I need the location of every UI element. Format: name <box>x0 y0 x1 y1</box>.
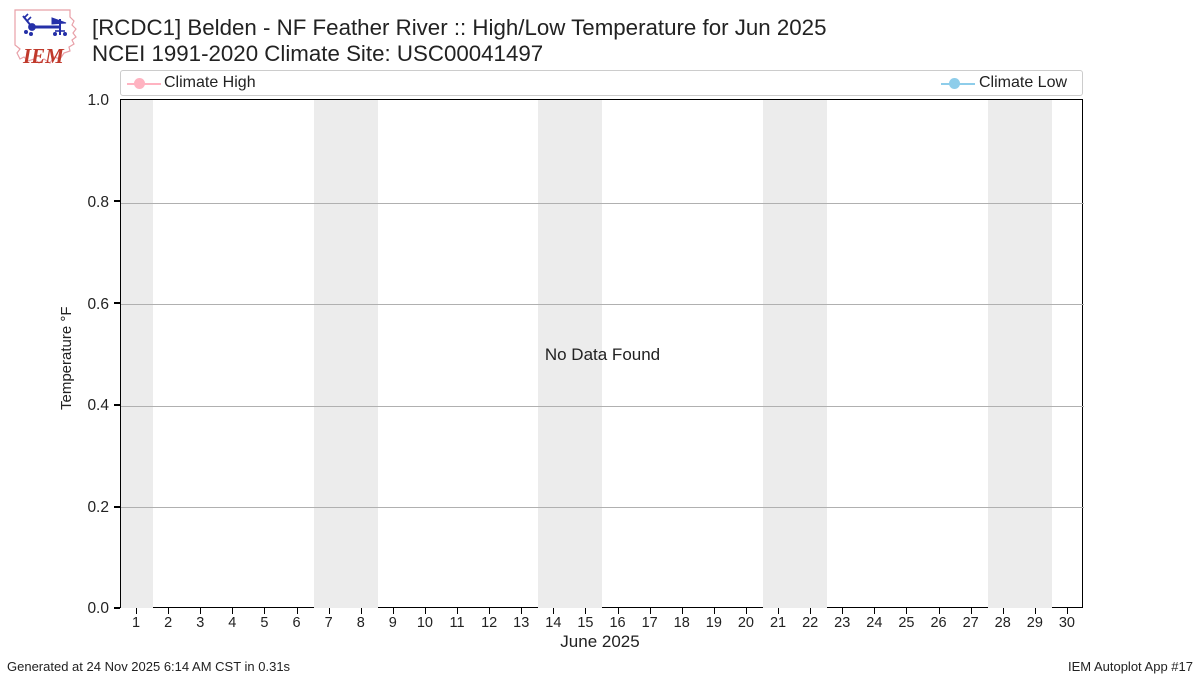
svg-text:IEM: IEM <box>22 44 65 68</box>
